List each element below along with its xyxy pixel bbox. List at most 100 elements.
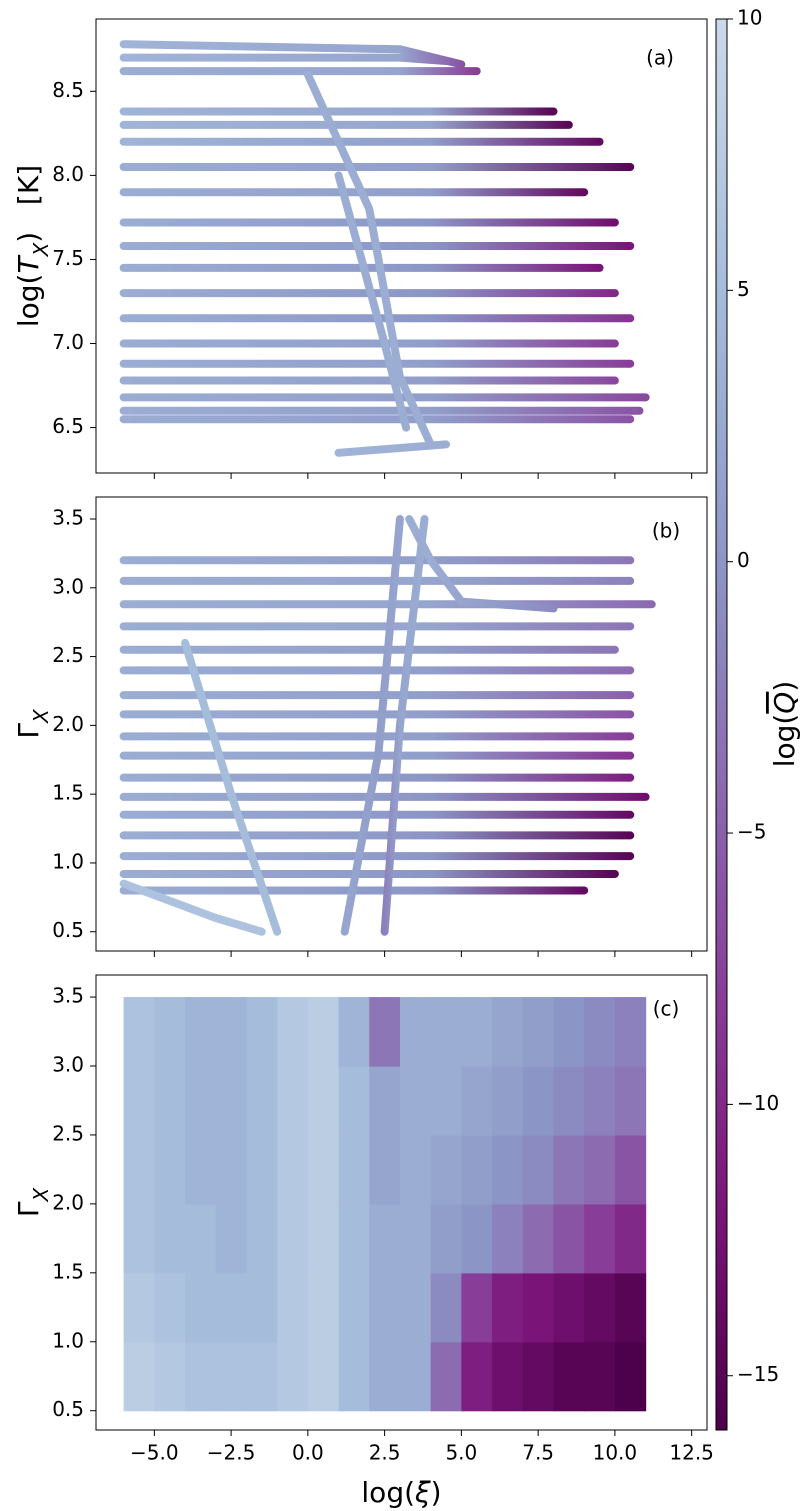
panel-label: (b) (652, 519, 680, 543)
y-tick-label: 2.5 (52, 1121, 84, 1145)
heat-cell (369, 1203, 401, 1274)
plot-area (119, 515, 656, 936)
heat-cell (215, 1203, 248, 1274)
heat-cell (307, 997, 340, 1067)
panel-label: (a) (646, 46, 674, 70)
x-tick-label: 7.5 (522, 1441, 554, 1465)
heat-cell (215, 1341, 248, 1412)
track (334, 440, 451, 457)
heat-cell (492, 1134, 524, 1205)
heat-cell (307, 1134, 340, 1205)
y-tick-label: 2.0 (52, 712, 84, 736)
x-tick-label: 2.5 (369, 1441, 401, 1465)
label-part: log( (768, 714, 801, 768)
heat-cell (123, 1134, 155, 1205)
x-tick-label: 5.0 (445, 1441, 477, 1465)
axes-frame (95, 496, 708, 952)
heat-cell (461, 1134, 493, 1205)
heat-cell (185, 1203, 217, 1274)
heat-cell (492, 1341, 524, 1412)
y-tick-label: 7.5 (52, 246, 84, 270)
y-tick-label: 0.5 (52, 1397, 84, 1421)
label-part: T (12, 255, 45, 274)
heat-cell (123, 1066, 155, 1136)
y-tick-label: 0.5 (52, 918, 84, 942)
heat-cell (154, 1134, 186, 1205)
heat-cell (430, 1203, 462, 1274)
heat-cell (461, 1341, 493, 1412)
heat-cell (614, 997, 647, 1067)
heat-cell (185, 997, 217, 1067)
heat-cell (522, 1134, 555, 1205)
heat-cell (614, 1203, 647, 1274)
heat-cell (614, 1341, 647, 1412)
heat-cell (277, 1341, 309, 1412)
y-tick-label: 7.0 (52, 330, 84, 354)
x-tick-label: −5.0 (130, 1441, 179, 1465)
x-tick-label: 0.0 (292, 1441, 324, 1465)
track (303, 70, 435, 449)
heat-cell (492, 1203, 524, 1274)
y-tick-label: 3.5 (52, 984, 84, 1008)
heat-cell (154, 1272, 186, 1343)
heat-cell (430, 1272, 462, 1343)
heat-cell (492, 997, 524, 1067)
heat-cell (154, 1066, 186, 1136)
heat-cell (584, 1066, 616, 1136)
x-tick-label: 12.5 (669, 1441, 714, 1465)
heat-cell (277, 1066, 309, 1136)
colorbar-tick-label: 5 (737, 277, 750, 301)
y-tick-label: 2.5 (52, 643, 84, 667)
heat-cell (584, 1134, 616, 1205)
heat-cell (123, 1272, 155, 1343)
heat-cell (430, 1066, 462, 1136)
y-tick-label: 3.0 (52, 574, 84, 598)
heat-cell (461, 1203, 493, 1274)
colorbar-label: log(Q) (768, 681, 801, 768)
heat-cell (307, 1066, 340, 1136)
heat-cell (185, 1134, 217, 1205)
heat-cell (461, 1066, 493, 1136)
colorbar-tick-label: 0 (737, 548, 750, 572)
y-tick-label: 1.5 (52, 1259, 84, 1283)
label-part: Γ (12, 1201, 45, 1217)
heat-cell (277, 997, 309, 1067)
heat-cell (338, 1134, 370, 1205)
track (380, 515, 429, 936)
colorbar-tick-label: −10 (737, 1091, 779, 1115)
heat-cell (307, 1341, 340, 1412)
heat-cell (522, 1341, 555, 1412)
y-axis-label: ΓX (12, 1187, 53, 1218)
heat-cell (338, 1341, 370, 1412)
x-tick-label: 10.0 (593, 1441, 638, 1465)
heat-cell (399, 997, 432, 1067)
heat-cell (277, 1203, 309, 1274)
heat-cell (123, 997, 155, 1067)
heat-cell (338, 997, 370, 1067)
plot-area (123, 997, 647, 1412)
y-axis-label: log(TX) [K] (12, 165, 53, 327)
heat-cell (246, 1066, 278, 1136)
heat-cell (553, 1066, 585, 1136)
heat-cell (430, 997, 462, 1067)
panel-label: (c) (653, 997, 680, 1021)
heat-cell (553, 1203, 585, 1274)
heat-cell (522, 1066, 555, 1136)
heat-cell (215, 1134, 248, 1205)
heat-cell (307, 1272, 340, 1343)
colorbar (715, 18, 728, 1431)
heat-cell (553, 1134, 585, 1205)
heat-cell (614, 1066, 647, 1136)
label-part: ) (431, 1476, 442, 1509)
heat-cell (185, 1272, 217, 1343)
axes-frame (95, 18, 708, 474)
y-tick-label: 1.0 (52, 849, 84, 873)
label-part: Q (768, 692, 801, 714)
track (340, 515, 404, 936)
heat-cell (246, 1341, 278, 1412)
colorbar-tick-label: 10 (737, 6, 762, 30)
heat-cell (492, 1066, 524, 1136)
heat-cell (369, 997, 401, 1067)
y-tick-label: 1.5 (52, 781, 84, 805)
